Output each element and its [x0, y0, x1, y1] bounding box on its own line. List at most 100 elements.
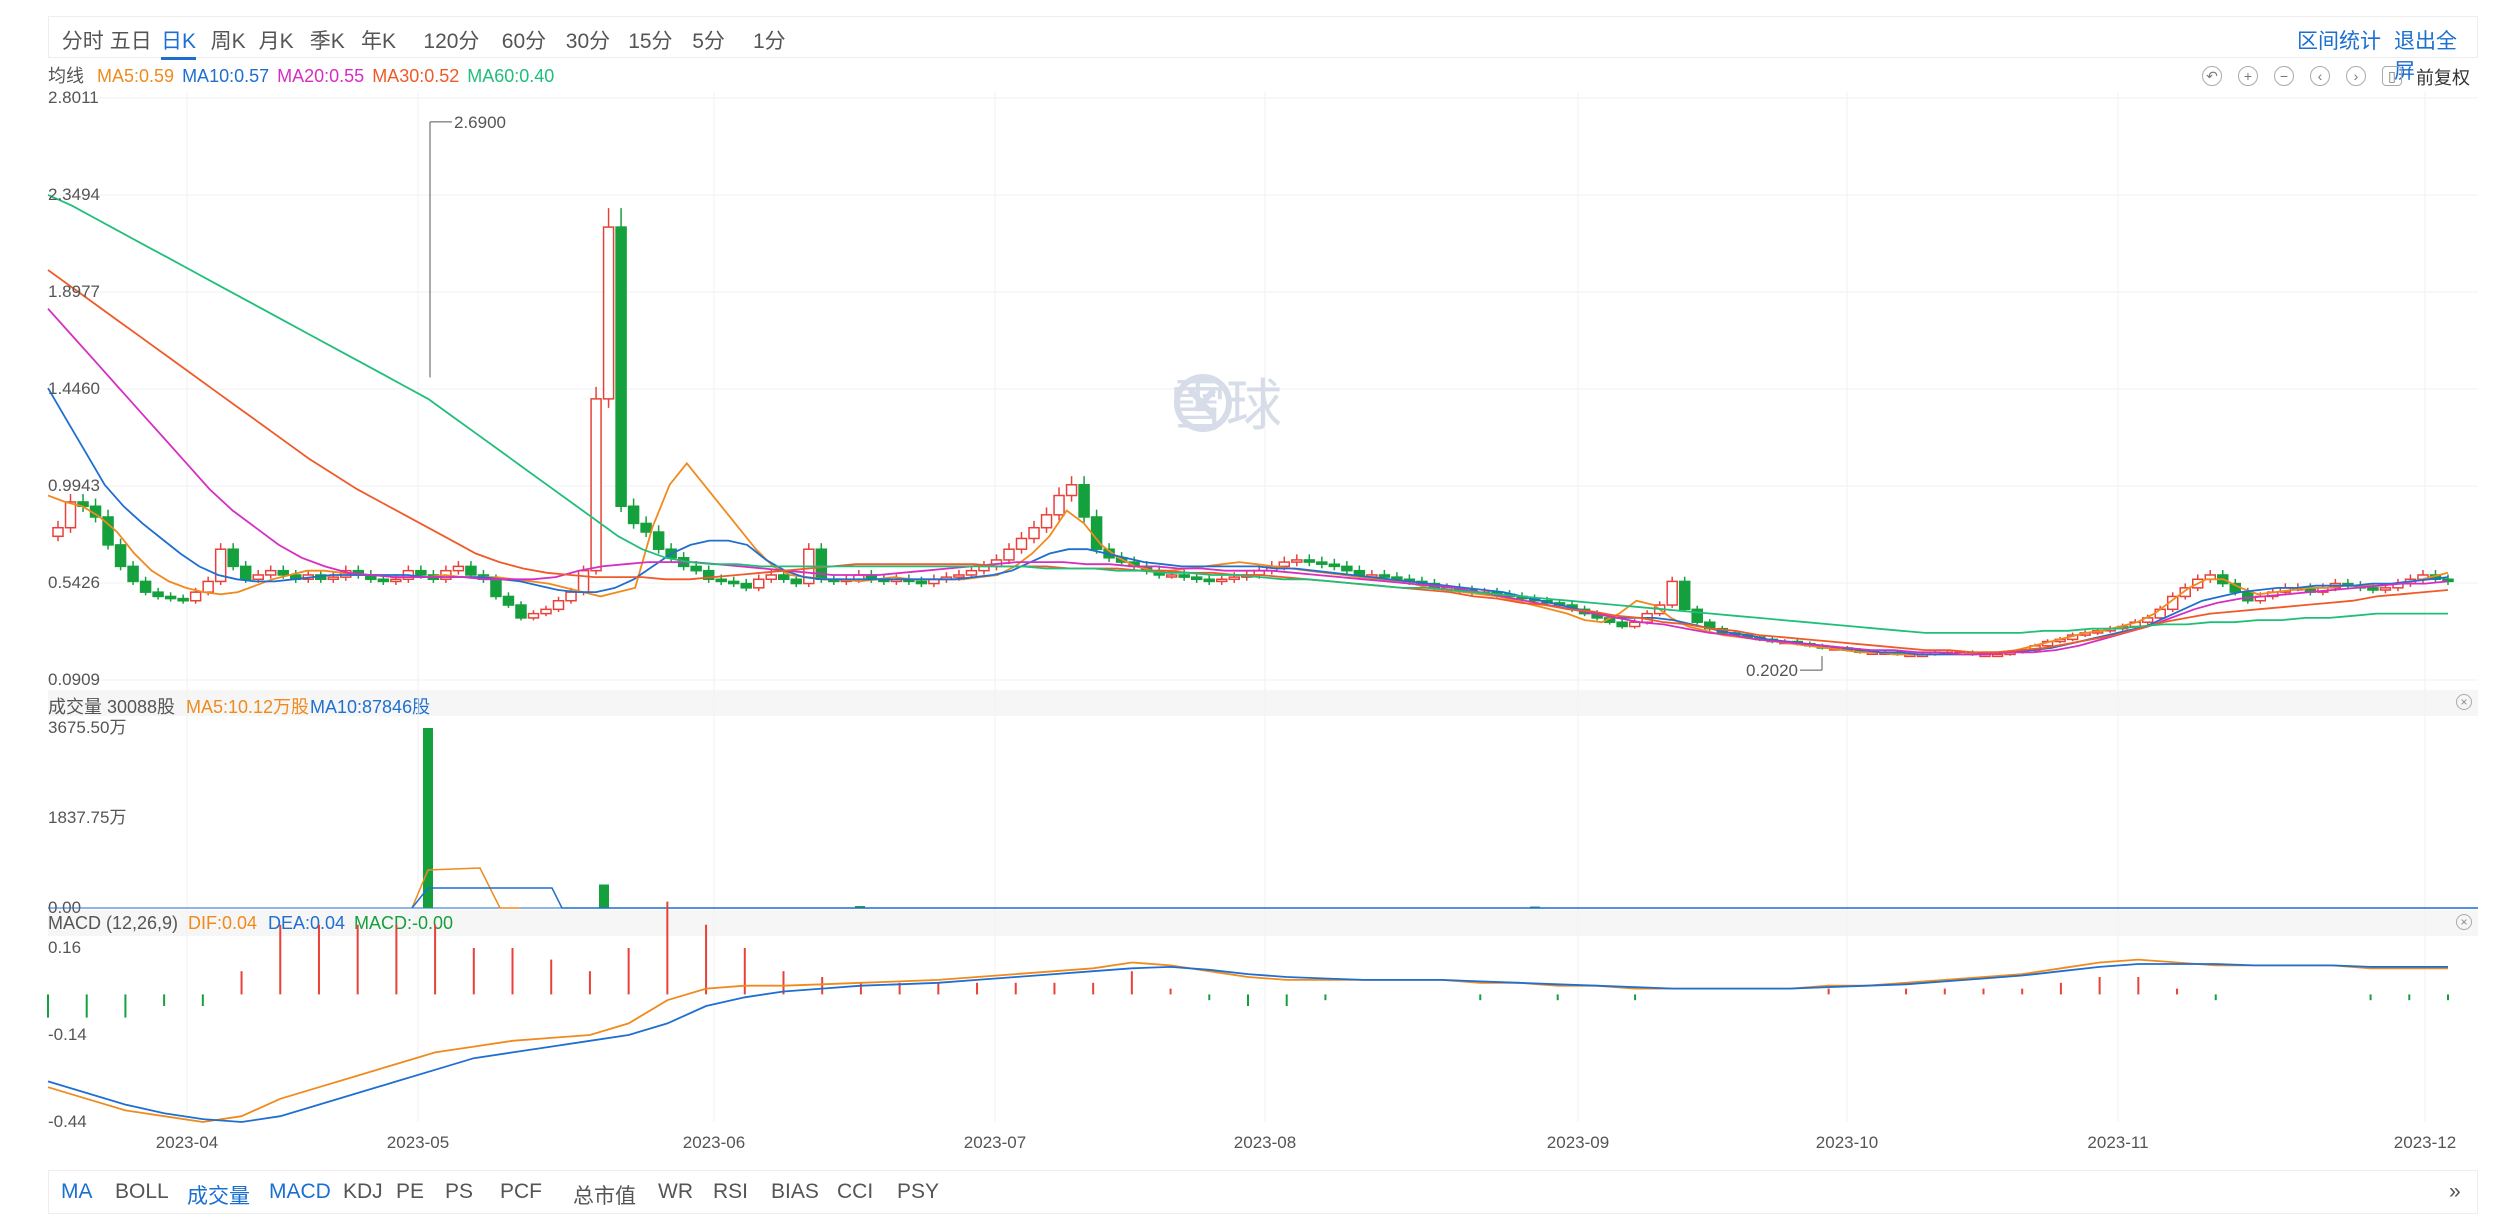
main-ytick-label: 1.4460: [48, 379, 100, 398]
candle-body: [214, 548, 227, 583]
candle-body: [452, 565, 465, 572]
candle-body: [1691, 608, 1703, 623]
candle-body: [102, 516, 114, 546]
macd-line-dif: [47, 958, 2448, 1123]
period-toolbar: 分时 五日 日K 周K 月K 季K 年K 120分 60分 30分 15分 5分 1分 区间统计 退出全…: [48, 16, 2478, 83]
candle-body: [152, 591, 164, 598]
indicator-tab-13[interactable]: PSY: [897, 1180, 940, 1203]
indicator-tab-12[interactable]: CCI: [837, 1180, 874, 1203]
period-tab-4[interactable]: 月K: [258, 30, 294, 53]
candle-body: [702, 569, 715, 581]
candle-body: [1028, 526, 1040, 540]
indicator-tab-9[interactable]: WR: [658, 1180, 693, 1203]
candle-body: [1190, 576, 1203, 581]
volume-panel-header: 成交量 30088股 MA5:10.12万股 MA10:87846股 ×: [48, 690, 2478, 717]
candle-body: [1165, 574, 1178, 578]
volume-bar: [423, 728, 433, 908]
period-tab-3[interactable]: 周K: [210, 30, 246, 53]
more-indicators-icon[interactable]: »: [2449, 1180, 2461, 1203]
candle-body: [2179, 587, 2191, 598]
candle-body: [1303, 559, 1316, 563]
candle-style-icon[interactable]: ▯: [2382, 66, 2402, 86]
indicator-tab-10[interactable]: RSI: [713, 1180, 749, 1203]
macd-title: MACD (12,26,9): [48, 913, 179, 933]
candle-body: [1003, 548, 1015, 561]
ma-legend-item-4: MA60:0.40: [467, 66, 555, 86]
ma-legend: 均线 MA5:0.59 MA10:0.57 MA20:0.55 MA30:0.52 MA…: [48, 62, 570, 88]
period-tab-11[interactable]: 5分: [692, 30, 725, 53]
period-tab-7[interactable]: 120分: [423, 30, 480, 53]
indicator-tab-1[interactable]: BOLL: [115, 1180, 169, 1203]
period-tab-2[interactable]: 日K: [161, 25, 197, 60]
period-tab-12[interactable]: 1分: [753, 30, 786, 53]
candle-body: [602, 226, 615, 400]
close-volume-icon[interactable]: ×: [2456, 694, 2472, 710]
candle-body: [527, 612, 540, 619]
ma-line-ma5: [47, 461, 2449, 656]
period-tab-5[interactable]: 季K: [309, 30, 345, 53]
adjust-mode-label[interactable]: 前复权: [2416, 68, 2470, 88]
indicator-tab-2[interactable]: 成交量: [187, 1185, 250, 1208]
candle-body: [1228, 576, 1240, 581]
range-stats-link[interactable]: 区间统计: [2297, 30, 2381, 53]
period-tab-0[interactable]: 分时: [61, 30, 104, 53]
candle-body: [327, 576, 340, 581]
candle-body: [1341, 565, 1353, 572]
indicator-tab-0[interactable]: MA: [61, 1180, 93, 1203]
candle-body: [953, 574, 965, 578]
candle-body: [590, 398, 602, 572]
candle-body: [2154, 608, 2166, 619]
x-tick-label: 2023-07: [964, 1133, 1026, 1152]
candle-body: [715, 578, 727, 583]
volume-ma10: MA10:87846股: [310, 697, 431, 717]
ma-legend-item-3: MA30:0.52: [372, 66, 460, 86]
candle-body: [1353, 569, 1366, 576]
period-tab-10[interactable]: 15分: [628, 30, 673, 53]
indicator-tab-7[interactable]: PCF: [500, 1180, 542, 1203]
candle-body: [690, 565, 702, 572]
indicator-tab-5[interactable]: PE: [396, 1180, 425, 1203]
volume-ytick-label: 3675.50万: [48, 718, 126, 737]
period-tab-1[interactable]: 五日: [109, 30, 152, 53]
candle-body: [727, 580, 740, 585]
candle-body: [1065, 484, 1078, 497]
candle-body: [502, 595, 515, 606]
scroll-left-icon[interactable]: ‹: [2310, 66, 2330, 86]
candle-body: [1215, 578, 1228, 583]
indicator-tab-6[interactable]: PS: [445, 1180, 474, 1203]
indicator-tab-3[interactable]: MACD: [269, 1180, 331, 1203]
main-ytick-label: 2.8011: [48, 88, 99, 107]
candle-body: [1678, 580, 1691, 611]
exit-fullscreen-link[interactable]: 退出全屏: [2394, 30, 2457, 83]
candle-body: [552, 599, 565, 611]
candle-body: [139, 580, 152, 593]
macd-dea: DEA:0.04: [268, 913, 346, 933]
period-tab-8[interactable]: 60分: [501, 30, 547, 53]
volume-bar: [855, 906, 865, 908]
main-ytick-label: 2.3494: [48, 185, 100, 204]
indicator-tab-11[interactable]: BIAS: [771, 1180, 819, 1203]
volume-ytick-label: 1837.75万: [48, 808, 126, 827]
candle-body: [1078, 484, 1090, 518]
indicator-tab-8[interactable]: 总市值: [573, 1185, 636, 1208]
x-tick-label: 2023-10: [1816, 1133, 1878, 1152]
candle-body: [390, 578, 402, 583]
close-macd-icon[interactable]: ×: [2456, 914, 2472, 930]
zoom-out-icon[interactable]: −: [2274, 66, 2294, 86]
zoom-in-icon[interactable]: +: [2238, 66, 2258, 86]
undo-icon[interactable]: ↶: [2202, 66, 2222, 86]
period-tab-6[interactable]: 年K: [361, 30, 397, 53]
candle-body: [252, 574, 264, 581]
ma-line-ma60: [47, 194, 2448, 634]
candle-body: [790, 578, 803, 585]
candle-body: [52, 526, 64, 538]
volume-title: 成交量 30088股: [48, 697, 176, 717]
indicator-tab-4[interactable]: KDJ: [343, 1180, 383, 1203]
candle-body: [752, 578, 765, 589]
period-tab-9[interactable]: 30分: [565, 30, 611, 53]
scroll-right-icon[interactable]: ›: [2346, 66, 2366, 86]
macd-value: MACD:-0.00: [354, 913, 454, 933]
macd-ytick-label: 0.16: [48, 938, 81, 957]
candle-body: [227, 548, 239, 568]
